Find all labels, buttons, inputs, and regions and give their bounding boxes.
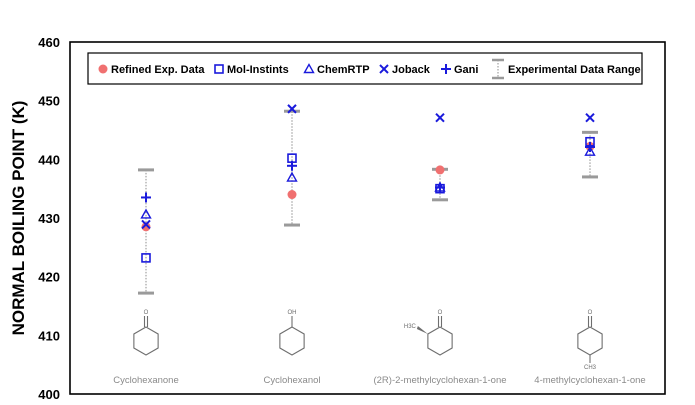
point-square: [141, 253, 151, 263]
category-label: 4-methylcyclohexan-1-one: [534, 375, 645, 386]
molecule-atom-label: OH: [288, 310, 297, 316]
y-tick-label: 410: [38, 328, 60, 343]
molecule-atom-label: O: [588, 310, 593, 316]
point-triangle: [140, 208, 152, 219]
category-labels: Cyclohexanone Cyclohexanol (2R)-2-methylcy…: [113, 375, 645, 386]
legend-label: Experimental Data Range: [508, 64, 641, 76]
point-triangle: [286, 171, 298, 182]
methylcyclohexanone-4-structure: [577, 326, 603, 356]
point-x: [141, 219, 151, 230]
legend-label: ChemRTP: [317, 64, 370, 76]
plot-area: [69, 41, 666, 395]
y-tick-label: 440: [38, 152, 60, 167]
molecule-atom-label: CH3: [584, 365, 597, 371]
point-plus: [435, 182, 445, 193]
point-circle: [287, 190, 297, 200]
point-x: [379, 64, 389, 74]
point-circle: [435, 165, 445, 175]
point-plus: [585, 142, 595, 153]
point-plus: [441, 64, 451, 74]
legend-label: Joback: [392, 64, 431, 76]
molecule-atom-label: O: [144, 310, 149, 316]
point-plus: [141, 192, 151, 203]
category-label: Cyclohexanol: [263, 375, 320, 386]
molecule-atom-label: O: [438, 310, 443, 316]
point-x: [585, 112, 595, 123]
y-tick-label: 420: [38, 270, 60, 285]
y-tick-labels: 400 410 420 430 440 450 460: [38, 35, 60, 402]
y-tick-label: 460: [38, 35, 60, 50]
y-axis-label: NORMAL BOILING POINT (K): [9, 101, 28, 336]
legend-box: [87, 52, 643, 85]
y-tick-label: 450: [38, 94, 60, 109]
point-x: [435, 112, 445, 123]
point-circle: [98, 64, 108, 74]
point-triangle: [584, 145, 596, 156]
category-label: Cyclohexanone: [113, 375, 179, 386]
wedge-bond: [416, 326, 428, 334]
legend: Refined Exp. Data Mol-Instints ChemRTP Joba…: [98, 58, 641, 80]
y-tick-label: 400: [38, 387, 60, 402]
legend-label: Mol-Instints: [227, 64, 289, 76]
legend-label: Gani: [454, 64, 478, 76]
point-x: [287, 104, 297, 114]
point-circle: [141, 222, 151, 232]
molecule-structures: O OH O H3C O CH3: [133, 310, 603, 371]
experimental-range-bars: [138, 109, 598, 295]
point-square: [214, 64, 224, 74]
y-tick-label: 430: [38, 211, 60, 226]
point-triangle: [303, 63, 315, 74]
data-points: [140, 104, 596, 263]
category-label: (2R)-2-methylcyclohexan-1-one: [373, 375, 506, 386]
cyclohexanol-structure: [279, 326, 305, 356]
legend-label: Refined Exp. Data: [111, 64, 205, 76]
point-plus: [287, 160, 297, 171]
molecule-atom-label: H3C: [404, 324, 417, 330]
methylcyclohexanone-2-structure: [427, 326, 453, 356]
cyclohexanone-structure: [133, 326, 159, 356]
